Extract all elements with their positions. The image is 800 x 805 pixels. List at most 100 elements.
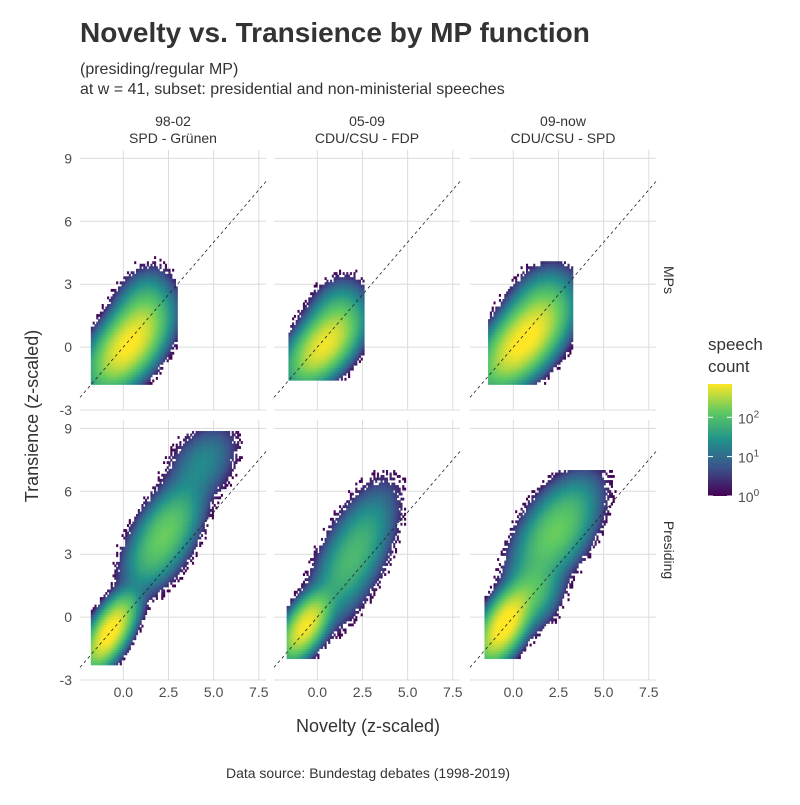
heatmap-bin [301, 373, 303, 376]
heatmap-bin [355, 353, 357, 356]
heatmap-bin [549, 359, 551, 362]
heatmap-bin [114, 302, 116, 305]
heatmap-bin [335, 320, 337, 323]
heatmap-bin [339, 360, 341, 363]
heatmap-bin [136, 309, 138, 312]
heatmap-bin [503, 372, 505, 375]
heatmap-bin [328, 292, 330, 295]
heatmap-bin [524, 342, 526, 345]
heatmap-bin [539, 312, 541, 315]
heatmap-bin [544, 314, 546, 317]
heatmap-bin [317, 297, 319, 300]
heatmap-bin [138, 332, 140, 335]
heatmap-bin [521, 342, 523, 345]
heatmap-bin [537, 342, 539, 345]
heatmap-bin [359, 287, 361, 290]
heatmap-bin [145, 302, 147, 305]
heatmap-bin [168, 286, 170, 289]
heatmap-bin [310, 370, 312, 373]
heatmap-bin [328, 360, 330, 363]
heatmap-bin [316, 368, 318, 371]
heatmap-bin [332, 322, 334, 325]
heatmap-bin [526, 377, 528, 380]
heatmap-bin [150, 307, 152, 310]
heatmap-bin [546, 274, 548, 277]
heatmap-bin [355, 297, 357, 300]
heatmap-bin [530, 354, 532, 357]
heatmap-bin [497, 374, 499, 377]
heatmap-bin [105, 367, 107, 370]
heatmap-bin [537, 299, 539, 302]
heatmap-bin [305, 368, 307, 371]
heatmap-bin [533, 274, 535, 277]
heatmap-bin [517, 337, 519, 340]
heatmap-bin [103, 372, 105, 375]
heatmap-bin [493, 317, 495, 320]
heatmap-bin [147, 334, 149, 337]
heatmap-bin [93, 374, 95, 377]
heatmap-bin [330, 363, 332, 366]
heatmap-bin [98, 377, 100, 380]
heatmap-bin [152, 380, 154, 383]
heatmap-bin [503, 349, 505, 352]
heatmap-bin [335, 280, 337, 283]
heatmap-bin [301, 335, 303, 338]
heatmap-bin [323, 300, 325, 303]
heatmap-bin [131, 380, 133, 383]
heatmap-bin [145, 352, 147, 355]
heatmap-bin [161, 307, 163, 310]
heatmap-bin [113, 294, 115, 297]
heatmap-bin [530, 380, 532, 383]
heatmap-bin [526, 307, 528, 310]
heatmap-bin [308, 302, 310, 305]
heatmap-bin [539, 332, 541, 335]
heatmap-bin [161, 319, 163, 322]
heatmap-bin [138, 364, 140, 367]
heatmap-bin [341, 333, 343, 336]
heatmap-bin [125, 369, 127, 372]
heatmap-bin [530, 271, 532, 274]
heatmap-bin [504, 339, 506, 342]
heatmap-bin [335, 350, 337, 353]
heatmap-bin [344, 285, 346, 288]
heatmap-bin [140, 357, 142, 360]
heatmap-bin [339, 355, 341, 358]
heatmap-bin [307, 345, 309, 348]
heatmap-bin [343, 282, 345, 285]
heatmap-bin [141, 294, 143, 297]
heatmap-bin [503, 354, 505, 357]
heatmap-bin [118, 312, 120, 315]
heatmap-bin [542, 364, 544, 367]
heatmap-bin [325, 292, 327, 295]
heatmap-bin [361, 317, 363, 320]
heatmap-bin [123, 337, 125, 340]
heatmap-bin [512, 317, 514, 320]
heatmap-bin [296, 338, 298, 341]
heatmap-bin [353, 315, 355, 318]
heatmap-bin [154, 314, 156, 317]
heatmap-bin [310, 350, 312, 353]
heatmap-bin [321, 315, 323, 318]
heatmap-bin [548, 314, 550, 317]
heatmap-bin [533, 352, 535, 355]
heatmap-bin [533, 354, 535, 357]
heatmap-bin [344, 317, 346, 320]
heatmap-bin [158, 347, 160, 350]
heatmap-bin [303, 322, 305, 325]
heatmap-bin [131, 374, 133, 377]
heatmap-bin [526, 304, 528, 307]
heatmap-bin [125, 332, 127, 335]
heatmap-bin [305, 348, 307, 351]
heatmap-bin [542, 369, 544, 372]
heatmap-bin [557, 324, 559, 327]
heatmap-bin [343, 328, 345, 331]
heatmap-bin [332, 368, 334, 371]
heatmap-bin [557, 289, 559, 292]
heatmap-bin [307, 375, 309, 378]
heatmap-bin [159, 266, 161, 269]
heatmap-bin [152, 281, 154, 284]
heatmap-bin [537, 352, 539, 355]
heatmap-bin [138, 291, 140, 294]
heatmap-bin [168, 319, 170, 322]
heatmap-bin [93, 342, 95, 345]
